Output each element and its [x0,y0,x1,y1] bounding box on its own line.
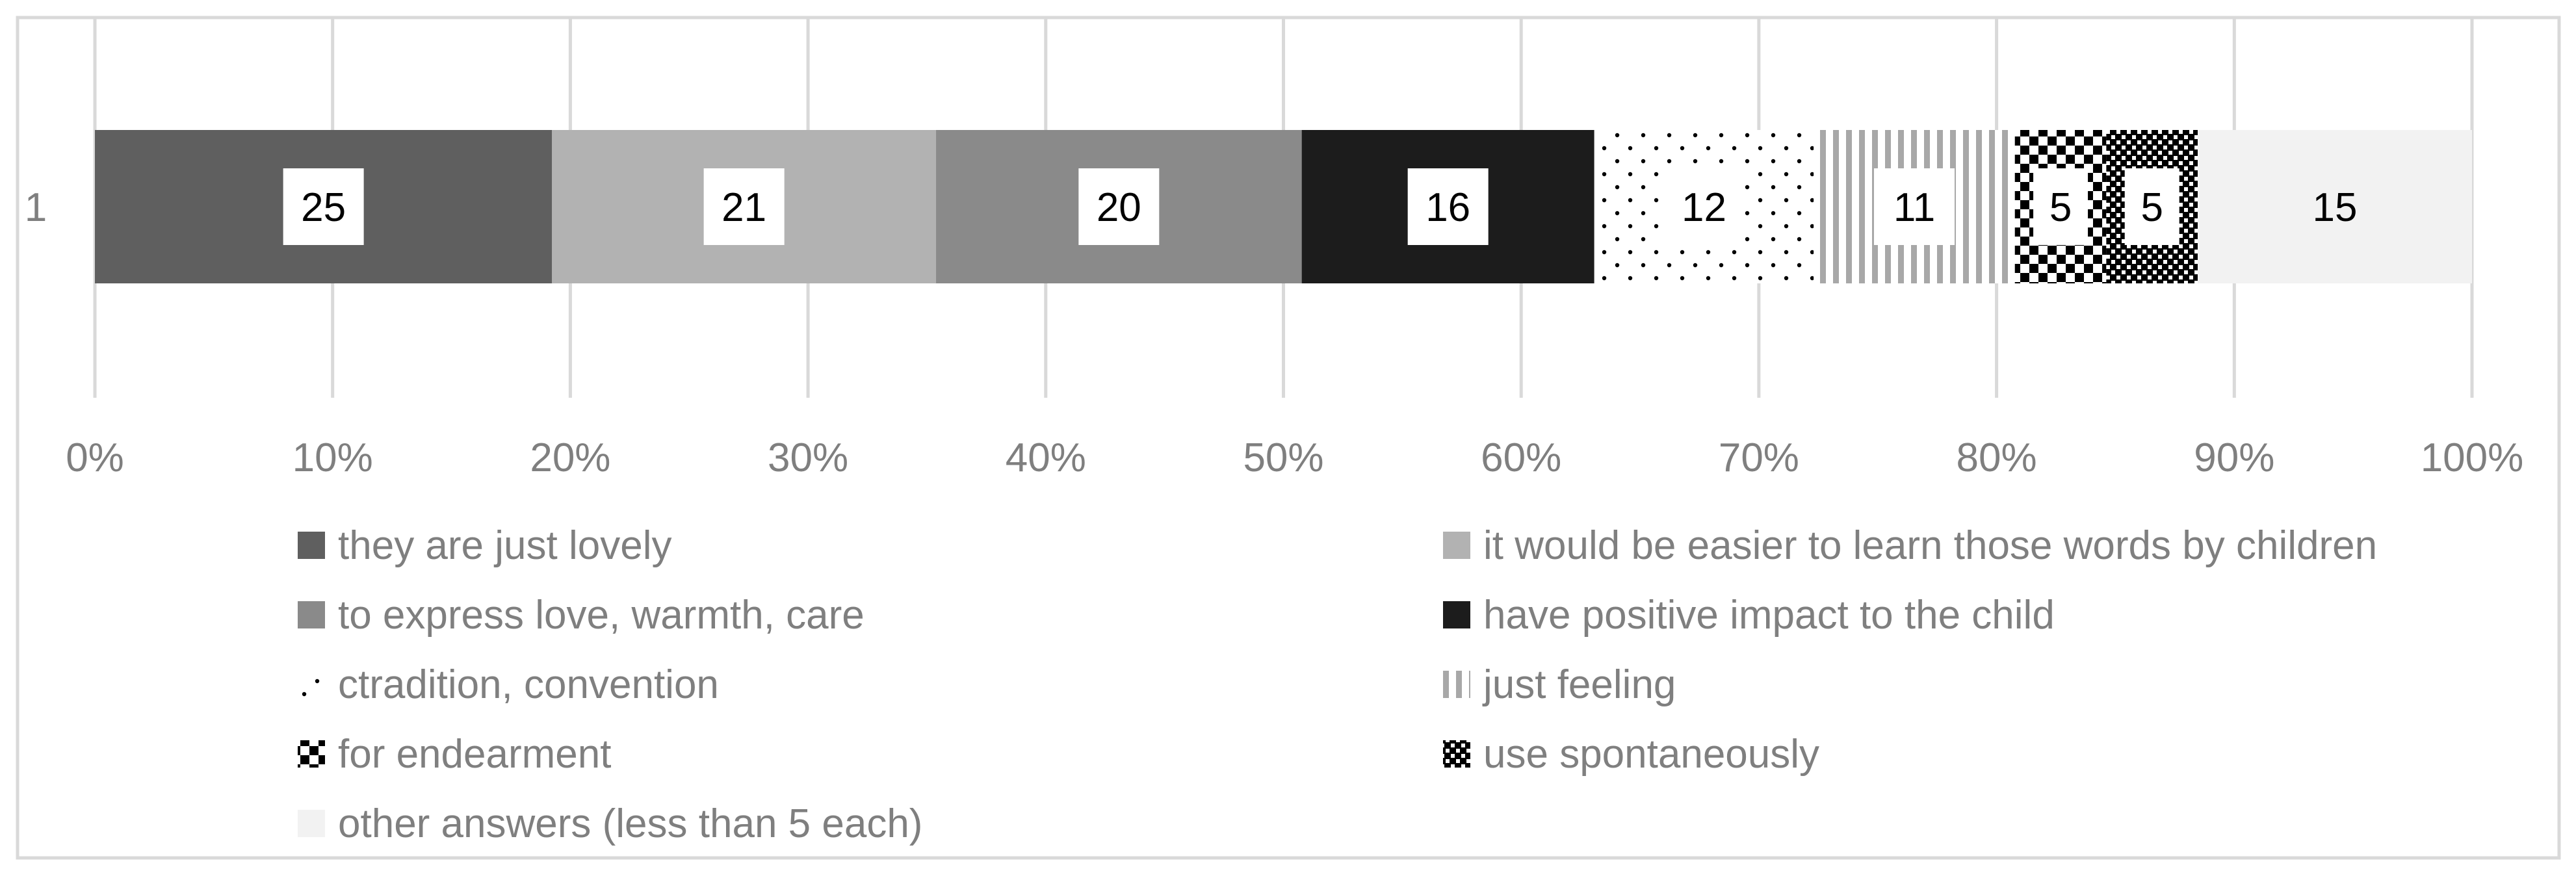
legend-label: other answers (less than 5 each) [338,801,922,846]
legend-swatch [298,671,325,698]
legend-label: ctradition, convention [338,662,719,707]
bar-segments [95,130,2472,283]
x-tick-label: 10% [293,435,373,480]
data-label: 16 [1425,185,1470,230]
x-tick-label: 40% [1006,435,1086,480]
axis-labels: 0% 10% 20% 30% 40% 50% 60% 70% 80% 90% 100% 1 [25,185,2524,480]
legend-item: it would be easier to learn those words … [1443,523,2377,568]
x-tick-label: 50% [1243,435,1323,480]
legend-item: to express love, warmth, care [298,593,865,638]
x-tick-label: 80% [1957,435,2037,480]
data-label: 25 [301,185,346,230]
x-tick-label: 60% [1481,435,1561,480]
data-label: 5 [2049,185,2072,230]
legend-swatch [298,601,325,628]
legend-label: to express love, warmth, care [338,593,865,638]
legend-label: for endearment [338,732,611,777]
x-tick-label: 90% [2194,435,2274,480]
legend-swatch [298,810,325,837]
data-label-box [2033,168,2088,245]
data-label: 20 [1097,185,1141,230]
legend-swatch [1443,532,1470,559]
data-labels: 25 21 20 16 12 11 5 5 15 [283,168,2358,245]
data-label-box [1874,168,1955,245]
legend-item: they are just lovely [298,523,671,568]
data-label-box [703,168,785,245]
x-tick-label: 100% [2421,435,2524,480]
data-label: 5 [2140,185,2163,230]
legend: they are just lovely it would be easier t… [298,523,2377,846]
legend-item: have positive impact to the child [1443,593,2055,638]
data-label: 21 [722,185,766,230]
data-label: 15 [2313,185,2358,230]
legend-swatch [1443,671,1470,698]
legend-item: ctradition, convention [298,662,719,707]
data-label: 11 [1893,185,1935,230]
legend-label: they are just lovely [338,523,671,568]
legend-label: it would be easier to learn those words … [1483,523,2377,568]
y-category-label: 1 [25,185,47,230]
legend-swatch [1443,601,1470,628]
legend-label: have positive impact to the child [1483,593,2055,638]
legend-swatch [1443,740,1470,768]
legend-item: just feeling [1443,662,1676,707]
legend-swatch [298,740,325,768]
data-label-box [283,168,364,245]
data-label-box [1407,168,1489,245]
x-tick-label: 0% [66,435,124,480]
legend-item: for endearment [298,732,611,777]
data-label-box [1663,168,1745,245]
legend-item: other answers (less than 5 each) [298,801,922,846]
data-label-box [2124,168,2179,245]
bar-segment [2198,130,2472,283]
data-label-box [1078,168,1160,245]
legend-label: just feeling [1482,662,1676,707]
x-tick-label: 70% [1719,435,1799,480]
legend-label: use spontaneously [1483,732,1819,777]
x-tick-label: 30% [768,435,848,480]
x-tick-label: 20% [530,435,610,480]
data-label: 12 [1682,185,1726,230]
legend-swatch [298,532,325,559]
legend-item: use spontaneously [1443,732,1819,777]
